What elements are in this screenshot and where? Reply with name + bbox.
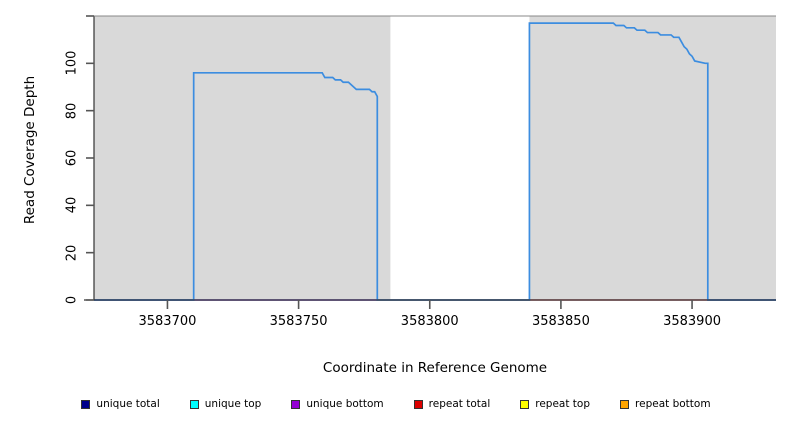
legend-label: unique bottom: [306, 398, 384, 410]
legend-item[interactable]: unique bottom: [291, 398, 384, 410]
chart-legend: unique total unique top unique bottom repea…: [0, 398, 792, 410]
x-axis-tick-label: 3583850: [531, 314, 590, 329]
legend-label: repeat total: [428, 398, 491, 410]
legend-item[interactable]: repeat total: [413, 398, 491, 410]
y-axis-tick-label: 60: [64, 149, 80, 167]
x-axis-title: Coordinate in Reference Genome: [322, 360, 548, 376]
shaded-regions-layer: [94, 16, 776, 300]
legend-swatch-icon: [413, 399, 423, 409]
legend-swatch-icon: [81, 399, 91, 409]
x-axis-tick-label: 3583800: [400, 314, 459, 329]
legend-label: unique top: [204, 398, 262, 410]
legend-label: unique total: [96, 398, 160, 410]
legend-item[interactable]: repeat top: [520, 398, 590, 410]
legend-item[interactable]: unique total: [81, 398, 160, 410]
coverage-curve-layer: [94, 22, 776, 301]
axes-layer: [84, 15, 776, 309]
y-axis-title: Read Coverage Depth: [22, 75, 38, 225]
shaded-region: [529, 16, 776, 300]
x-axis-tick-label: 3583750: [269, 314, 328, 329]
legend-item[interactable]: unique top: [189, 398, 262, 410]
shaded-region: [94, 16, 391, 300]
y-axis-tick-label: 40: [64, 197, 80, 214]
legend-item[interactable]: repeat bottom: [620, 398, 711, 410]
legend-swatch-icon: [520, 399, 530, 409]
legend-label: repeat top: [535, 398, 591, 410]
legend-swatch-icon: [291, 399, 301, 409]
y-axis-tick-label: 0: [64, 295, 80, 305]
x-axis-tick-label: 3583900: [663, 314, 721, 329]
legend-label: repeat bottom: [635, 398, 711, 410]
coverage-depth-line: [94, 22, 776, 301]
legend-swatch-icon: [620, 399, 630, 409]
y-axis-tick-label: 20: [64, 244, 80, 261]
y-axis-tick-label: 100: [64, 50, 80, 76]
x-axis-tick-label: 3583700: [138, 314, 197, 329]
legend-swatch-icon: [189, 399, 199, 409]
y-axis-tick-label: 80: [64, 102, 80, 119]
